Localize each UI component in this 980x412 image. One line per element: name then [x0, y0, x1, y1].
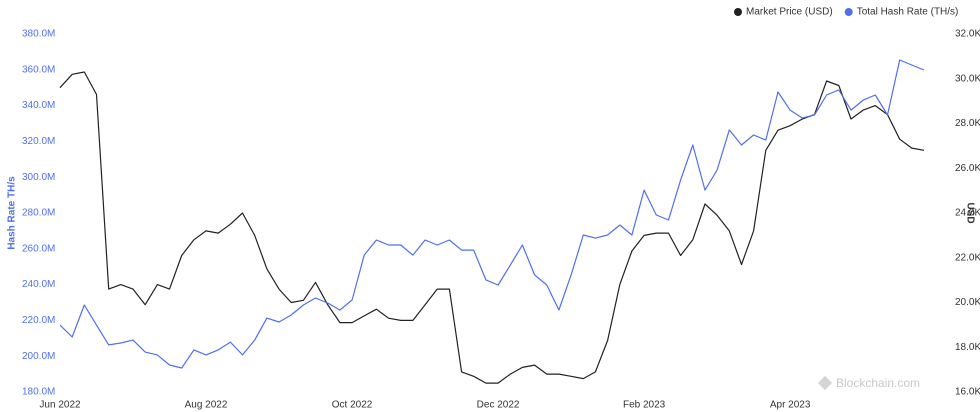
y2-tick-label: 26.0K [955, 163, 980, 174]
y-tick-label: 280.0M [22, 208, 55, 219]
y-tick-label: 340.0M [22, 100, 55, 111]
x-tick-label: Jun 2022 [39, 400, 81, 411]
y-tick-label: 200.0M [22, 351, 55, 362]
x-tick-label: Feb 2023 [623, 400, 666, 411]
y2-axis-title: USD [964, 202, 975, 223]
legend-label: Total Hash Rate (TH/s) [857, 7, 959, 18]
x-tick-label: Apr 2023 [770, 400, 811, 411]
series-line [59, 59, 925, 369]
y2-tick-label: 20.0K [955, 297, 980, 308]
watermark-group: Blockchain.com [817, 375, 920, 391]
y2-tick-label: 18.0K [955, 342, 980, 353]
watermark-icon [817, 375, 833, 391]
y-tick-label: 260.0M [22, 243, 55, 254]
y-tick-label: 320.0M [22, 136, 55, 147]
y-tick-label: 180.0M [22, 387, 55, 398]
y-tick-label: 240.0M [22, 279, 55, 290]
legend-label: Market Price (USD) [746, 7, 833, 18]
y2-tick-label: 22.0K [955, 252, 980, 263]
legend-marker [734, 8, 742, 16]
y-axis-title: Hash Rate TH/s [7, 176, 18, 250]
y2-tick-label: 32.0K [955, 29, 980, 40]
y2-tick-label: 30.0K [955, 73, 980, 84]
y-tick-label: 300.0M [22, 172, 55, 183]
y-tick-label: 220.0M [22, 315, 55, 326]
x-tick-label: Oct 2022 [332, 400, 373, 411]
y-tick-label: 360.0M [22, 64, 55, 75]
y2-tick-label: 24.0K [955, 208, 980, 219]
y2-tick-label: 16.0K [955, 387, 980, 398]
watermark: Blockchain.com [836, 376, 920, 390]
y-tick-label: 380.0M [22, 29, 55, 40]
x-tick-label: Aug 2022 [185, 400, 228, 411]
legend-marker [844, 8, 853, 16]
y2-tick-label: 28.0K [955, 118, 980, 129]
x-tick-label: Dec 2022 [477, 400, 520, 411]
series-line [59, 71, 925, 384]
